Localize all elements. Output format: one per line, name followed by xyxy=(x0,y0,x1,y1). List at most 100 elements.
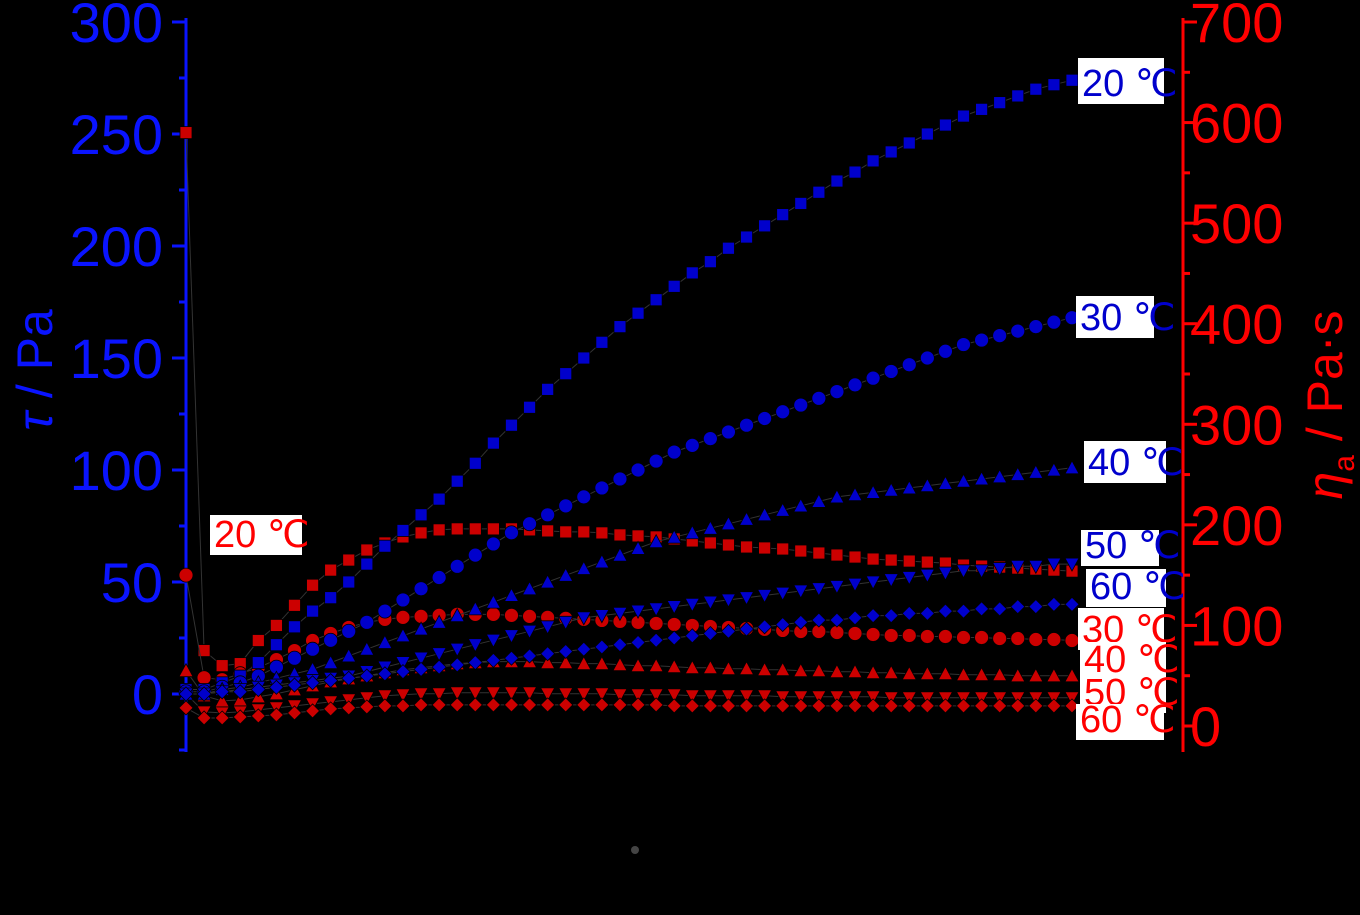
data-point xyxy=(467,686,483,701)
data-point xyxy=(757,619,773,635)
data-point xyxy=(395,656,411,671)
right-tick-label: 400 xyxy=(1190,293,1283,356)
data-point xyxy=(378,539,392,553)
data-point xyxy=(305,703,321,719)
data-point xyxy=(178,662,194,678)
data-point xyxy=(794,544,808,558)
data-point xyxy=(793,614,809,630)
data-point xyxy=(811,612,827,628)
data-point xyxy=(486,436,500,450)
data-point xyxy=(467,601,483,616)
data-point xyxy=(919,477,936,493)
data-point xyxy=(883,364,899,379)
data-point xyxy=(594,609,610,624)
data-point xyxy=(612,637,628,653)
data-point xyxy=(214,710,230,726)
data-point xyxy=(702,595,719,611)
data-point xyxy=(558,615,574,631)
data-point xyxy=(993,96,1007,110)
data-point xyxy=(793,698,809,714)
data-point xyxy=(178,700,194,716)
left-tick-label: 250 xyxy=(70,103,163,166)
data-point xyxy=(1028,632,1044,647)
data-point xyxy=(341,700,357,716)
data-point xyxy=(722,241,735,255)
data-point xyxy=(649,293,663,307)
data-point xyxy=(612,471,628,487)
data-point xyxy=(540,507,556,523)
data-point xyxy=(1010,631,1026,646)
right-axis: 700 600 500 400 300 200 100 0 xyxy=(1181,0,1283,758)
data-point xyxy=(359,699,375,715)
series-tag-text: 60 ℃ xyxy=(1090,566,1186,608)
series-tag: 30 ℃ xyxy=(1076,296,1176,339)
data-point xyxy=(359,614,375,630)
data-point xyxy=(738,660,755,676)
data-point xyxy=(413,687,429,702)
data-point xyxy=(866,552,880,566)
data-point xyxy=(377,689,393,704)
series-tag-text: 60 ℃ xyxy=(1080,699,1176,741)
data-point xyxy=(829,698,845,714)
data-point xyxy=(541,524,555,538)
data-point xyxy=(957,109,970,123)
data-point xyxy=(270,638,283,652)
data-point xyxy=(937,566,954,581)
data-point xyxy=(884,145,898,159)
data-point xyxy=(450,522,464,536)
data-point xyxy=(485,536,501,552)
data-point xyxy=(324,591,338,605)
data-point xyxy=(919,629,935,644)
data-point xyxy=(919,665,936,681)
data-point xyxy=(865,370,881,386)
data-point xyxy=(883,698,899,714)
data-point xyxy=(829,580,845,595)
data-point xyxy=(196,670,212,686)
data-point xyxy=(341,648,357,663)
data-point xyxy=(667,279,681,293)
data-point xyxy=(739,417,754,433)
data-point xyxy=(738,689,755,704)
data-point xyxy=(973,471,990,486)
data-point xyxy=(666,630,682,646)
series-tag-box xyxy=(1076,296,1154,338)
data-point xyxy=(901,480,917,495)
data-point xyxy=(865,575,881,590)
data-point xyxy=(630,634,646,651)
data-point xyxy=(521,686,538,701)
series-tag: 50 ℃ xyxy=(1081,525,1181,567)
data-point xyxy=(937,698,953,714)
data-point xyxy=(722,538,735,552)
data-point xyxy=(720,593,737,608)
data-point xyxy=(286,705,303,721)
data-point xyxy=(504,525,519,541)
data-point xyxy=(702,689,719,704)
data-point xyxy=(956,337,971,352)
data-point xyxy=(992,328,1008,344)
data-point xyxy=(286,677,303,693)
data-point xyxy=(594,687,610,702)
data-point xyxy=(539,687,556,702)
data-point xyxy=(702,431,718,447)
data-point xyxy=(811,493,827,508)
data-point xyxy=(288,598,301,612)
data-point xyxy=(432,492,446,506)
data-point xyxy=(1028,698,1044,714)
data-point xyxy=(758,541,772,555)
data-point xyxy=(666,688,682,703)
right-axis-title: ηa / Pa·s xyxy=(1297,311,1360,500)
data-point xyxy=(848,165,862,179)
series-tag-box xyxy=(1078,58,1164,104)
left-tick-label: 150 xyxy=(70,327,163,390)
right-tick-label: 500 xyxy=(1190,192,1283,255)
data-point xyxy=(883,628,899,643)
data-point xyxy=(1046,698,1062,714)
series-tag-text: 40 ℃ xyxy=(1084,639,1180,681)
data-point xyxy=(793,690,809,705)
data-point xyxy=(540,646,556,662)
data-point xyxy=(738,621,755,637)
data-point xyxy=(975,102,988,116)
data-point xyxy=(431,687,447,702)
data-point xyxy=(485,686,502,701)
data-point xyxy=(541,382,555,396)
